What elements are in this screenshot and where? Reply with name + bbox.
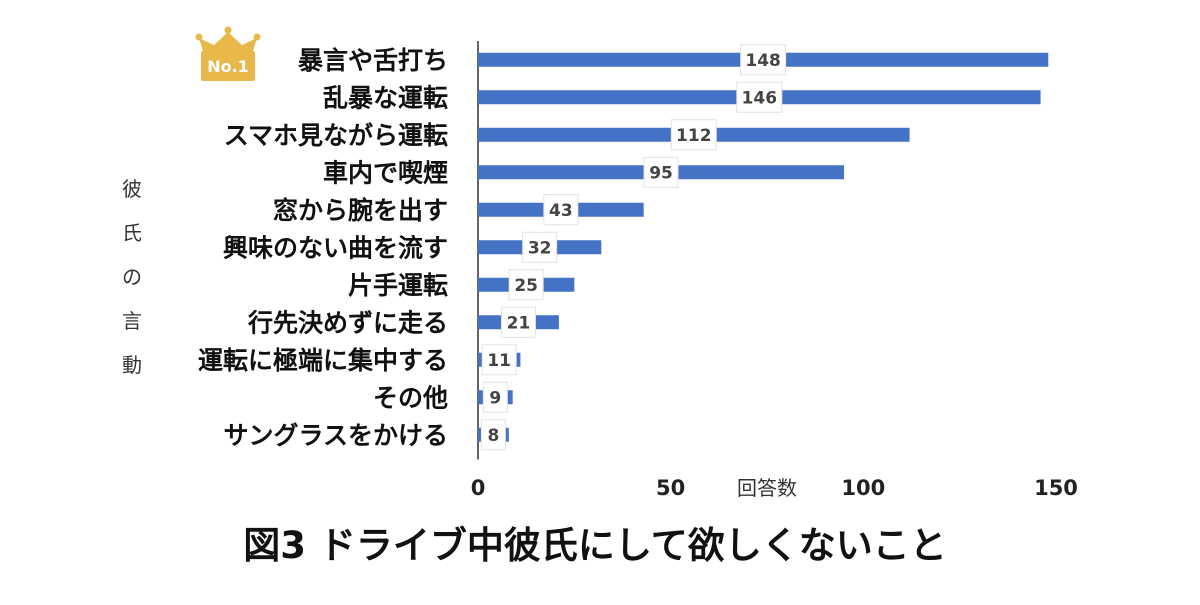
data-label: 8 [487,426,499,446]
category-label: サングラスをかける [223,421,448,450]
rank-badge: No.1 [195,26,261,81]
data-label: 32 [528,238,552,258]
data-label-box [480,419,506,451]
y-axis-label-char: 言 [122,309,142,333]
data-label-box [482,381,508,413]
category-label: 興味のない曲を流す [223,233,448,262]
category-label: 暴言や舌打ち [298,46,448,75]
data-label: 11 [487,351,511,371]
data-label: 43 [549,201,573,221]
category-label: 行先決めずに走る [247,308,448,337]
x-axis-label: 回答数 [737,476,797,500]
data-label: 95 [649,163,673,183]
data-label-box [543,194,579,226]
chart-title: 図3 ドライブ中彼氏にして欲しくないこと [243,524,947,567]
data-label-box [508,269,544,301]
data-label-box [522,231,558,263]
category-label: スマホ見ながら運転 [224,121,448,150]
data-label: 148 [745,51,781,71]
category-label: 車内で喫煙 [323,158,448,187]
category-label: 窓から腕を出す [273,196,448,225]
y-axis-label-char: 彼 [122,177,142,201]
crown-icon [195,26,261,81]
data-label: 146 [742,88,778,108]
data-label: 21 [507,313,531,333]
x-tick-label: 150 [1034,476,1078,500]
data-label-box [643,156,679,188]
category-label: 乱暴な運転 [323,83,448,112]
x-tick-label: 50 [656,476,685,500]
data-label: 112 [676,126,712,146]
data-label: 25 [514,276,538,296]
y-axis-label-char: 動 [122,353,142,377]
category-label: その他 [373,383,448,412]
data-label-box [670,119,717,151]
data-label-box [500,306,536,338]
data-label-box [481,344,517,376]
category-label: 片手運転 [348,271,448,300]
y-axis-label-char: 氏 [122,221,142,245]
data-label-box [736,81,783,113]
category-label: 運転に極端に集中する [198,346,448,375]
plot-area: 暴言や舌打ち 148 乱暴な運転 146 スマホ見ながら運転 112 車内で喫煙 95 窓から腕… [198,41,1078,500]
y-axis-label: 彼 氏 の 言 動 [122,177,142,377]
y-axis-label-char: の [122,265,142,289]
x-tick-label: 100 [841,476,885,500]
data-label-box [740,44,787,76]
badge-label: No.1 [207,57,249,76]
data-label: 9 [489,388,501,408]
x-tick-label: 0 [471,476,486,500]
